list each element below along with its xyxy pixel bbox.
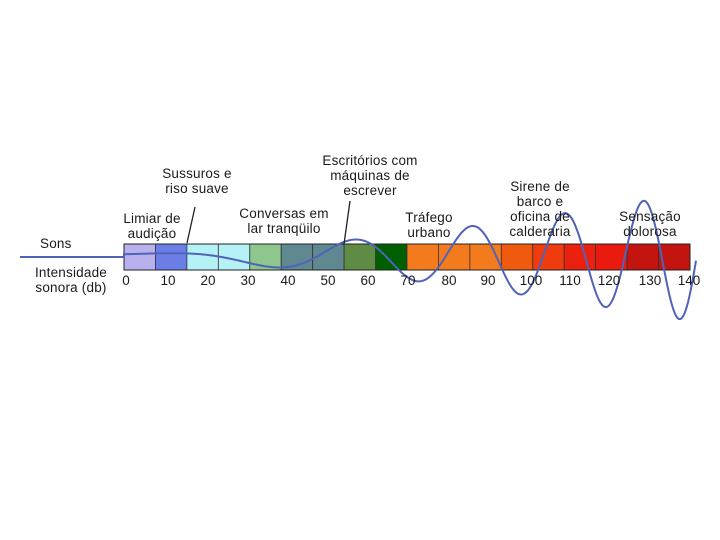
- tick-label: 40: [280, 273, 296, 288]
- scale-band: [626, 243, 659, 271]
- scale-band: [123, 243, 156, 271]
- scale-band: [532, 243, 565, 271]
- annotation-trafego: Tráfego urbano: [405, 210, 453, 240]
- scale-band: [500, 243, 534, 271]
- scale-band: [375, 243, 408, 271]
- tick-label: 140: [677, 273, 701, 288]
- tick-label: 0: [122, 273, 130, 288]
- tick-label: 50: [320, 273, 336, 288]
- tick-label: 10: [160, 273, 176, 288]
- scale-band: [186, 243, 219, 271]
- annotation-sensacao: Sensação dolorosa: [619, 209, 681, 239]
- tick-label: 120: [597, 273, 621, 288]
- annotation-sirene: Sirene de barco e oficina de calderaria: [509, 179, 571, 239]
- scale-band: [563, 243, 597, 271]
- tick-label: 130: [638, 273, 662, 288]
- intensity-scale-bar: [123, 243, 691, 271]
- annotation-limiar: Limiar de audição: [123, 211, 181, 241]
- annotation-escritorios: Escritórios com máquinas de escrever: [322, 153, 418, 198]
- tick-label: 60: [360, 273, 376, 288]
- sound-wave-line: [20, 199, 697, 321]
- intensity-row-label: Intensidade sonora (db): [34, 265, 107, 295]
- scale-band: [343, 243, 376, 271]
- annotation-sussurros: Sussuros e riso suave: [162, 166, 232, 196]
- tick-label: 70: [400, 273, 416, 288]
- leader-line-escritorios: [343, 200, 351, 245]
- scale-band: [406, 243, 439, 271]
- leader-line-sussurros: [186, 206, 196, 244]
- tick-label: 30: [240, 273, 256, 288]
- tick-label: 80: [441, 273, 457, 288]
- tick-label: 90: [480, 273, 496, 288]
- tick-label: 110: [559, 273, 581, 288]
- tick-label: 20: [200, 273, 216, 288]
- tick-label: 100: [519, 273, 543, 288]
- annotation-conversas: Conversas em lar tranqüilo: [239, 206, 329, 236]
- annotation-leader-lines: [186, 200, 351, 245]
- scale-band: [438, 243, 471, 271]
- scale-band: [155, 243, 188, 271]
- sounds-row-label: Sons: [40, 236, 72, 251]
